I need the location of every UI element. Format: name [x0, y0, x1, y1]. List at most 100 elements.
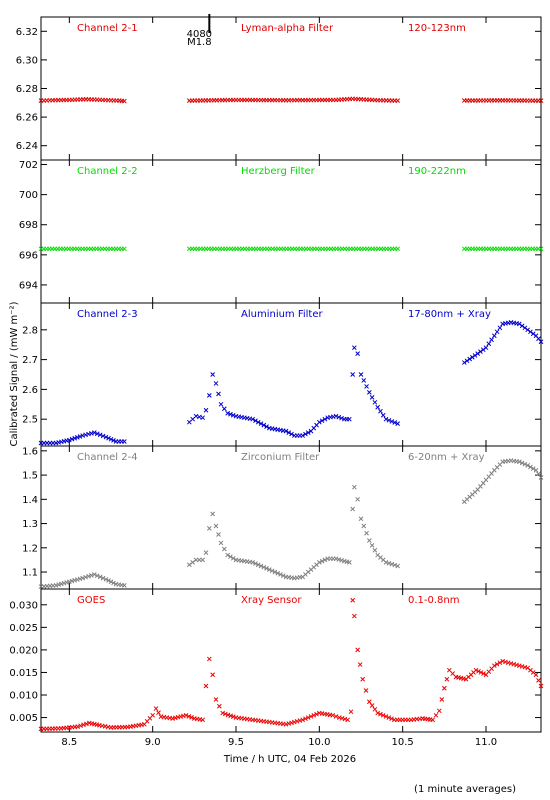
y-tick-label: 1.2	[22, 543, 38, 554]
data-point	[286, 430, 292, 435]
data-point	[538, 475, 544, 480]
data-point	[357, 662, 363, 667]
y-tick-label: 6.24	[16, 141, 38, 152]
y-axis-label: Calibrated Signal / (mW m⁻²)	[9, 301, 20, 446]
y-tick-label: 1.1	[22, 568, 38, 579]
data-point	[153, 706, 159, 711]
data-point	[533, 467, 539, 473]
data-point	[250, 416, 256, 422]
data-point	[69, 578, 75, 584]
y-tick-label: 6.26	[16, 113, 38, 124]
data-point	[361, 378, 367, 383]
data-point	[491, 663, 497, 669]
y-tick-label: 6.30	[16, 55, 38, 66]
data-point	[261, 422, 267, 428]
data-point	[72, 577, 78, 583]
y-tick-label: 2.6	[22, 385, 38, 396]
data-point	[225, 712, 231, 718]
data-point	[361, 523, 367, 529]
data-point	[74, 435, 80, 440]
data-point	[97, 432, 103, 438]
data-point	[230, 714, 236, 720]
data-point	[525, 463, 531, 468]
data-point	[436, 708, 442, 714]
y-tick-label: 694	[19, 280, 38, 291]
data-point	[190, 559, 196, 565]
data-point	[333, 714, 339, 719]
panel-frame	[40, 16, 542, 161]
data-point	[305, 430, 311, 435]
data-point	[389, 716, 394, 722]
x-tick-label: 9.0	[145, 737, 161, 748]
data-point	[392, 420, 398, 425]
data-point	[360, 676, 366, 682]
data-point	[221, 546, 227, 552]
data-point	[213, 381, 219, 386]
event-marker: 4080 M1.8	[187, 14, 212, 48]
data-point	[121, 246, 127, 252]
data-point	[210, 672, 216, 678]
data-point	[389, 419, 395, 424]
y-tick-label: 2.8	[22, 325, 38, 336]
data-series	[38, 246, 544, 252]
data-point	[516, 459, 522, 465]
data-point	[528, 464, 533, 470]
data-point	[348, 709, 354, 715]
data-point	[106, 578, 111, 583]
data-point	[339, 415, 344, 421]
data-point	[186, 562, 192, 568]
data-point	[350, 372, 356, 377]
x-axis-label: Time / h UTC, 04 Feb 2026	[223, 754, 356, 765]
x-tick-label: 8.5	[61, 737, 77, 748]
panel-header-1: GOES	[77, 595, 105, 606]
data-point	[210, 372, 216, 377]
data-point	[228, 713, 234, 719]
data-point	[193, 413, 199, 419]
data-point	[430, 717, 436, 723]
data-point	[346, 416, 352, 422]
panel-header-3: 0.1-0.8nm	[408, 595, 460, 606]
panel-frame	[40, 159, 542, 304]
data-point	[106, 435, 111, 441]
data-point	[476, 668, 481, 674]
data-point	[225, 410, 231, 416]
data-point	[206, 656, 212, 662]
panel-frame	[40, 302, 542, 447]
data-point	[228, 411, 233, 417]
data-point	[316, 419, 322, 425]
panel-header-1: Channel 2-1	[77, 23, 138, 34]
data-point	[156, 710, 161, 715]
data-point	[255, 419, 261, 425]
data-point	[355, 496, 361, 502]
data-point	[77, 576, 83, 582]
data-point	[386, 417, 392, 423]
data-point	[216, 703, 222, 709]
data-point	[94, 431, 100, 437]
panel-header-3: 6-20nm + Xray	[408, 452, 485, 463]
panel-header-2: Aluminium Filter	[241, 309, 324, 320]
data-point	[351, 484, 357, 490]
panel-5: 0.005 0.010 0.015 0.020 0.025 0.030 GOES Xray S…	[9, 588, 544, 733]
data-point	[200, 415, 206, 421]
data-point	[66, 579, 72, 585]
data-point	[538, 339, 544, 345]
data-point	[364, 530, 369, 536]
data-point	[346, 559, 352, 565]
data-point	[266, 567, 272, 572]
data-point	[380, 412, 386, 418]
data-point	[494, 329, 500, 335]
data-point	[66, 437, 72, 443]
data-point	[61, 580, 67, 586]
data-point	[369, 543, 375, 548]
data-point	[200, 717, 206, 723]
data-point	[203, 683, 209, 689]
data-point	[111, 438, 116, 443]
data-point	[250, 559, 256, 565]
data-point	[478, 349, 483, 355]
data-point	[345, 717, 351, 723]
data-point	[519, 460, 525, 466]
data-point	[530, 331, 536, 337]
data-point	[314, 711, 319, 717]
data-point	[74, 577, 80, 582]
data-point	[494, 661, 500, 667]
